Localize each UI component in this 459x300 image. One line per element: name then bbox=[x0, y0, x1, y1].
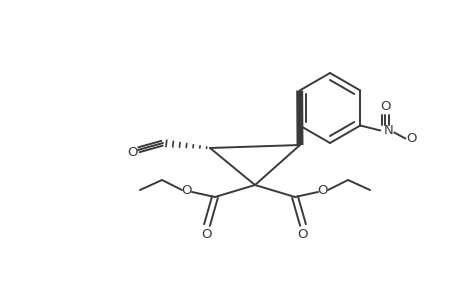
Text: O: O bbox=[181, 184, 192, 196]
Text: O: O bbox=[317, 184, 328, 196]
Text: O: O bbox=[379, 100, 390, 113]
Text: N: N bbox=[383, 124, 392, 137]
Text: O: O bbox=[128, 146, 138, 160]
Text: O: O bbox=[297, 229, 308, 242]
Text: O: O bbox=[405, 132, 416, 145]
Text: O: O bbox=[202, 229, 212, 242]
